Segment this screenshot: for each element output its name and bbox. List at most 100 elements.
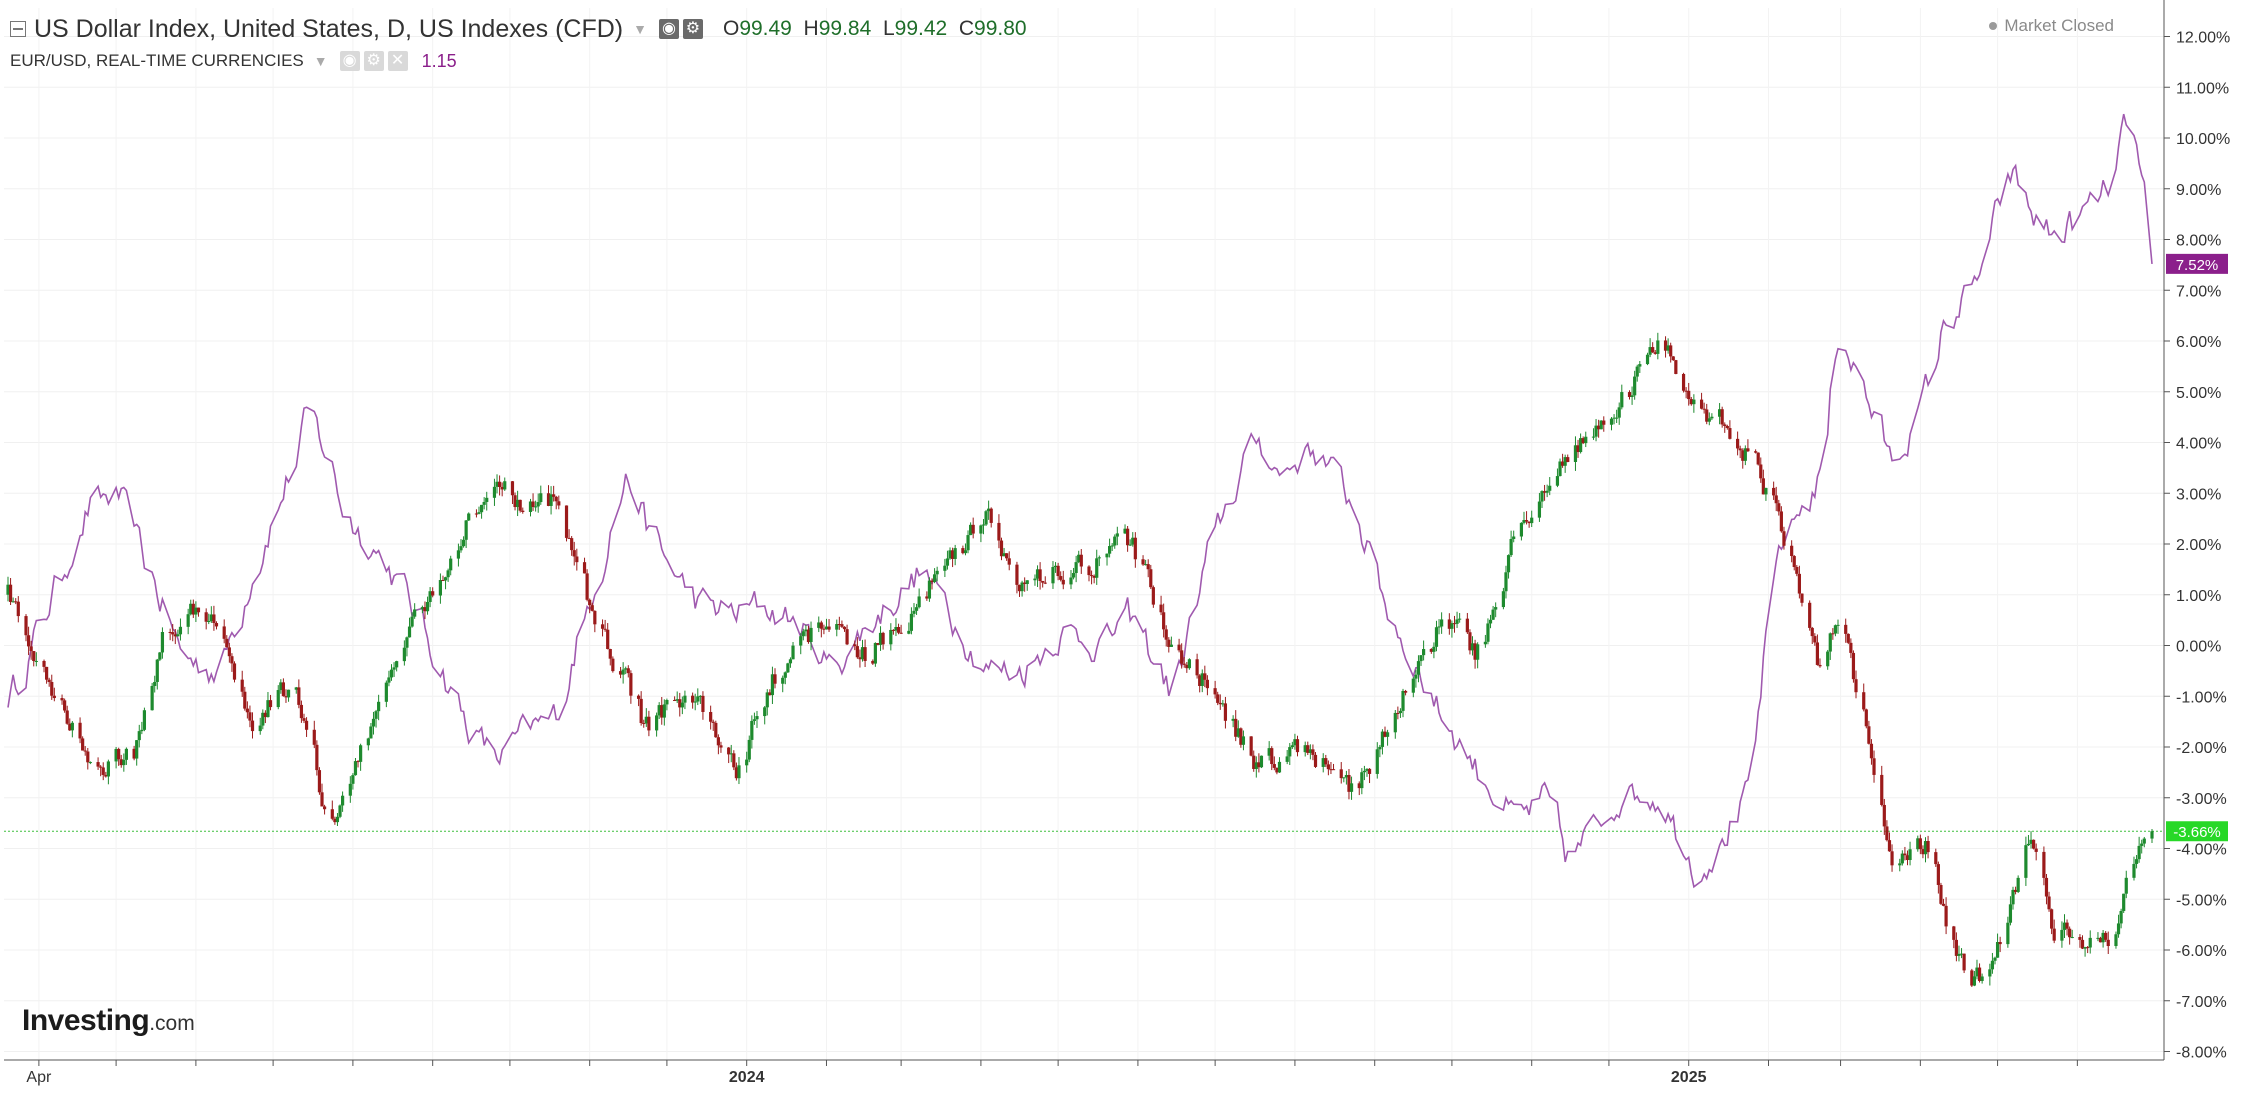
candle-body <box>840 624 844 627</box>
candle-body <box>513 495 517 508</box>
candle <box>1663 336 1668 358</box>
candle <box>389 664 394 681</box>
candle <box>1403 689 1408 696</box>
candle-body <box>1692 399 1696 405</box>
gear-icon[interactable]: ⚙ <box>682 19 703 39</box>
candle <box>1200 669 1204 693</box>
candle-body <box>817 622 821 628</box>
eye-icon[interactable]: ◉ <box>339 51 360 71</box>
candle-body <box>824 626 829 630</box>
candle-body <box>384 682 388 702</box>
candle-body <box>456 550 461 559</box>
close-icon[interactable]: ✕ <box>387 51 408 71</box>
candle-body <box>1921 849 1925 855</box>
candle-body <box>459 546 463 551</box>
candle <box>1797 565 1801 599</box>
candle-body <box>510 481 515 496</box>
candle <box>1620 384 1624 410</box>
candle-body <box>1488 619 1493 624</box>
candle-body <box>636 695 641 699</box>
candle <box>268 694 273 711</box>
candle <box>1061 570 1065 590</box>
close-key: C <box>958 17 975 40</box>
candle <box>1692 394 1696 413</box>
candle <box>1342 777 1346 783</box>
candle-body <box>1934 852 1938 865</box>
chevron-down-icon[interactable]: ▼ <box>633 21 647 37</box>
candle-body <box>1254 762 1258 769</box>
candle-body <box>1759 464 1763 479</box>
candle <box>1671 356 1675 361</box>
candle-body <box>83 750 87 752</box>
candle-body <box>279 682 283 691</box>
candle-body <box>191 603 195 615</box>
candle <box>1952 925 1956 949</box>
candle <box>750 715 754 749</box>
candle-body <box>96 762 100 767</box>
candle-body <box>997 522 1001 541</box>
candle-body <box>1458 618 1462 620</box>
chevron-down-icon[interactable]: ▼ <box>313 53 328 69</box>
investing-logo[interactable]: Investing.com <box>22 1004 195 1038</box>
candle-body <box>322 806 327 810</box>
candle <box>2150 828 2154 844</box>
badge-label: 7.52% <box>2176 257 2219 274</box>
candle <box>171 623 175 642</box>
candle <box>1506 554 1511 579</box>
candle-body <box>1944 905 1948 927</box>
candle <box>2101 929 2105 948</box>
candle <box>1074 555 1078 583</box>
candle-body <box>1107 546 1112 554</box>
candle-body <box>1362 770 1367 773</box>
candle-body <box>927 580 932 599</box>
candle <box>1609 417 1614 431</box>
candle-body <box>917 596 921 608</box>
candle <box>572 541 576 566</box>
candle-body <box>1167 639 1171 647</box>
candle-body <box>449 558 453 571</box>
candle-body <box>1110 545 1114 547</box>
candle-body <box>1756 452 1760 465</box>
candle-body <box>1818 664 1822 667</box>
candle <box>173 629 177 645</box>
candle-body <box>1815 642 1820 665</box>
candle <box>359 743 363 771</box>
candle-body <box>297 687 301 705</box>
candle-body <box>214 623 219 627</box>
candle <box>395 660 399 672</box>
candle-body <box>1053 565 1058 568</box>
candle <box>405 636 409 657</box>
candle <box>1918 834 1922 855</box>
candle-body <box>173 634 177 637</box>
candle-body <box>1432 646 1436 652</box>
candle-body <box>474 513 479 515</box>
candle <box>683 690 687 710</box>
gear-icon[interactable]: ⚙ <box>363 51 384 71</box>
candle <box>1326 760 1330 776</box>
eye-icon[interactable]: ◉ <box>658 19 679 39</box>
candle-body <box>770 674 775 696</box>
candle <box>1524 511 1529 525</box>
collapse-icon[interactable] <box>10 21 26 37</box>
candle-body <box>2134 859 2139 864</box>
candle-body <box>428 591 432 602</box>
candle <box>1126 525 1130 552</box>
candle-body <box>250 720 255 732</box>
candle-body <box>860 647 865 660</box>
candle <box>755 710 759 728</box>
candle-body <box>1560 461 1565 466</box>
candle-body <box>1633 376 1637 396</box>
candle-body <box>678 699 682 708</box>
candle <box>1221 700 1225 707</box>
candle-body <box>1635 366 1639 377</box>
candle <box>642 719 646 728</box>
candle-body <box>1669 345 1673 357</box>
y-tick-label: -4.00% <box>2176 842 2227 859</box>
candle-body <box>1187 659 1191 669</box>
candle <box>1455 611 1459 628</box>
candle <box>99 765 103 777</box>
candle-body <box>446 570 450 578</box>
candle <box>1198 674 1202 693</box>
candle-body <box>68 723 72 731</box>
market-status: Market Closed <box>1989 16 2114 36</box>
